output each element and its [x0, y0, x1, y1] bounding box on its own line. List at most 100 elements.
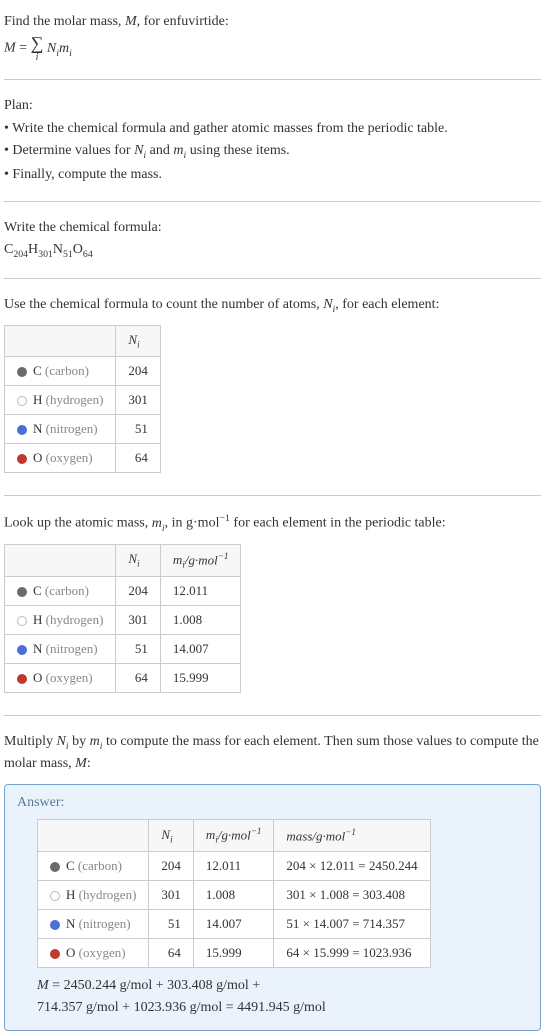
answer-box: Answer: Ni mi/g·mol−1 mass/g·mol−1 C (ca… [4, 784, 541, 1032]
element-dot-nitrogen [50, 920, 60, 930]
multiply-heading: Multiply Ni by mi to compute the mass fo… [4, 732, 541, 774]
cell-m: 15.999 [193, 938, 273, 967]
lookup-heading: Look up the atomic mass, mi, in g·mol−1 … [4, 512, 541, 536]
cell-m: 12.011 [193, 851, 273, 880]
cf-n-n: 51 [63, 249, 73, 260]
table-row: C (carbon) 204 [5, 357, 161, 386]
col-ni: Ni [116, 326, 161, 357]
elem-name: (nitrogen) [46, 421, 98, 436]
col-ni: Ni [149, 819, 194, 851]
cf-h-n: 301 [38, 249, 53, 260]
cf-c-n: 204 [13, 249, 28, 260]
table-row: N (nitrogen) 51 14.007 [5, 634, 241, 663]
col-mass: mass/g·mol−1 [274, 819, 430, 851]
elem-name: (hydrogen) [46, 392, 104, 407]
sum-symbol: ∑i [31, 34, 44, 63]
cf-o: O [73, 242, 83, 257]
chemformula-value: C204H301N51O64 [4, 240, 541, 262]
cell-n: 301 [149, 880, 194, 909]
lookup-table: Ni mi/g·mol−1 C (carbon) 204 12.011 H (h… [4, 544, 241, 693]
cell-element: N (nitrogen) [5, 415, 116, 444]
elem-symbol: H [33, 612, 42, 627]
element-dot-oxygen [50, 949, 60, 959]
element-dot-hydrogen [17, 396, 27, 406]
element-dot-hydrogen [17, 616, 27, 626]
cell-n: 301 [116, 605, 161, 634]
elem-symbol: O [33, 450, 42, 465]
cell-n: 64 [116, 663, 161, 692]
col-element [5, 326, 116, 357]
table-row: H (hydrogen) 301 1.008 [5, 605, 241, 634]
cell-n: 51 [116, 634, 161, 663]
multiply-section: Multiply Ni by mi to compute the mass fo… [4, 724, 541, 782]
cell-m: 15.999 [160, 663, 240, 692]
elem-name: (hydrogen) [46, 612, 104, 627]
elem-symbol: H [33, 392, 42, 407]
cell-element: O (oxygen) [38, 938, 149, 967]
cell-m: 1.008 [193, 880, 273, 909]
elem-name: (hydrogen) [79, 887, 137, 902]
cell-n: 64 [116, 444, 161, 473]
cell-m: 14.007 [160, 634, 240, 663]
elem-name: (oxygen) [46, 670, 93, 685]
cf-n: N [53, 242, 63, 257]
elem-name: (carbon) [45, 363, 89, 378]
divider [4, 715, 541, 716]
table-row: C (carbon) 204 12.011 204 × 12.011 = 245… [38, 851, 431, 880]
intro-line1: Find the molar mass, M, for enfuvirtide: [4, 12, 541, 32]
plan-item-3: • Finally, compute the mass. [4, 165, 541, 185]
plan-item-1: • Write the chemical formula and gather … [4, 119, 541, 139]
col-element [5, 544, 116, 576]
element-dot-carbon [50, 862, 60, 872]
cell-n: 204 [116, 357, 161, 386]
cell-element: N (nitrogen) [38, 909, 149, 938]
elem-symbol: C [33, 363, 42, 378]
col-mi: mi/g·mol−1 [193, 819, 273, 851]
answer-label: Answer: [17, 795, 528, 811]
cell-m: 14.007 [193, 909, 273, 938]
plan-item-2: • Determine values for Ni and mi using t… [4, 141, 541, 163]
elem-name: (carbon) [45, 583, 89, 598]
divider [4, 201, 541, 202]
table-row: N (nitrogen) 51 [5, 415, 161, 444]
table-header-row: Ni mi/g·mol−1 [5, 544, 241, 576]
element-dot-nitrogen [17, 645, 27, 655]
element-dot-nitrogen [17, 425, 27, 435]
elem-name: (oxygen) [79, 945, 126, 960]
table-header-row: Ni [5, 326, 161, 357]
count-heading: Use the chemical formula to count the nu… [4, 295, 541, 317]
cell-mass: 204 × 12.011 = 2450.244 [274, 851, 430, 880]
elem-name: (nitrogen) [79, 916, 131, 931]
cell-m: 1.008 [160, 605, 240, 634]
cell-n: 204 [149, 851, 194, 880]
elem-symbol: N [66, 916, 75, 931]
intro-section: Find the molar mass, M, for enfuvirtide:… [4, 4, 541, 71]
cell-n: 204 [116, 576, 161, 605]
cell-mass: 51 × 14.007 = 714.357 [274, 909, 430, 938]
cf-o-n: 64 [83, 249, 93, 260]
plan-section: Plan: • Write the chemical formula and g… [4, 88, 541, 193]
elem-name: (carbon) [78, 858, 122, 873]
cf-c: C [4, 242, 13, 257]
cell-element: C (carbon) [5, 576, 116, 605]
lookup-section: Look up the atomic mass, mi, in g·mol−1 … [4, 504, 541, 707]
col-mi: mi/g·mol−1 [160, 544, 240, 576]
count-table: Ni C (carbon) 204 H (hydrogen) 301 N (ni… [4, 325, 161, 473]
cf-h: H [28, 242, 38, 257]
table-row: H (hydrogen) 301 1.008 301 × 1.008 = 303… [38, 880, 431, 909]
cell-element: H (hydrogen) [38, 880, 149, 909]
cell-mass: 301 × 1.008 = 303.408 [274, 880, 430, 909]
cell-element: H (hydrogen) [5, 386, 116, 415]
elem-symbol: O [33, 670, 42, 685]
elem-symbol: O [66, 945, 75, 960]
elem-symbol: C [66, 858, 75, 873]
result-line2: 714.357 g/mol + 1023.936 g/mol = 4491.94… [37, 998, 528, 1018]
elem-name: (oxygen) [46, 450, 93, 465]
cell-n: 51 [116, 415, 161, 444]
col-ni: Ni [116, 544, 161, 576]
result-line1: M = 2450.244 g/mol + 303.408 g/mol + [37, 976, 528, 996]
intro-formula: M = ∑i Nimi [4, 34, 541, 63]
elem-symbol: N [33, 421, 42, 436]
elem-symbol: C [33, 583, 42, 598]
chemformula-heading: Write the chemical formula: [4, 218, 541, 238]
